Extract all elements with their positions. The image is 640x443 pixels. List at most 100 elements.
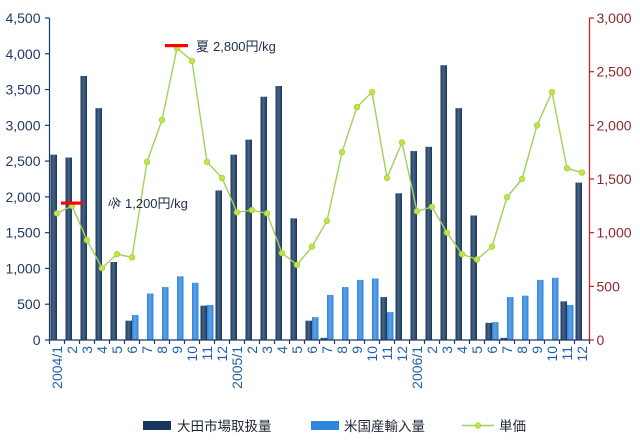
us-import-bar-9: [177, 276, 184, 340]
unit-price-point-4: [98, 264, 106, 272]
ota-volume-bar-5: [110, 262, 117, 340]
x-axis-tick-label-7: 7: [139, 346, 155, 354]
left-axis-tick-label-2: 1,000: [5, 260, 40, 276]
ota-volume-bar-25: [410, 151, 417, 340]
us-import-bar-11: [207, 304, 214, 340]
unit-price-point-36: [578, 169, 586, 176]
ota-volume-bar-6: [125, 320, 132, 340]
legend-item-us-import: 米国産輸入量: [311, 419, 425, 434]
x-axis-tick-label-3: 3: [79, 346, 95, 354]
unit-price-point-24: [398, 139, 406, 146]
x-axis-tick-label-25: 2006/1: [409, 346, 425, 389]
x-axis-tick-label-21: 9: [349, 346, 365, 354]
legend-label-unit-price: 単価: [499, 419, 526, 434]
ota-volume-bar-14: [245, 139, 252, 340]
left-axis-tick-label-6: 3,000: [5, 117, 40, 133]
x-axis-tick-label-29: 5: [469, 346, 485, 354]
unit-price-point-22: [368, 88, 376, 96]
unit-price-point-35: [563, 165, 571, 172]
x-axis-tick-label-8: 8: [154, 346, 170, 354]
us-import-bar-35: [567, 304, 574, 340]
unit-price-point-20: [338, 148, 346, 156]
summer-price-label: 2,800円/kg: [213, 39, 276, 54]
unit-price-point-11: [203, 158, 211, 166]
us-import-bar-30: [492, 322, 499, 340]
us-import-bar-31: [507, 297, 514, 340]
unit-price-point-29: [473, 256, 481, 263]
x-axis-tick-label-1: 2004/1: [49, 346, 65, 389]
right-axis-tick-label-0: 0: [597, 332, 605, 348]
ota-volume-bar-3: [80, 75, 87, 341]
x-axis-tick-label-22: 10: [364, 346, 380, 362]
x-axis-tick-label-2: 2: [64, 346, 80, 354]
x-axis-tick-label-12: 12: [214, 346, 230, 362]
x-axis-labels: 2004/1 2 3 4 5 6 7 8 9 10 11 12 2005/1 2 3 4 5 6 7 8 9 10 11 12…: [49, 346, 590, 389]
x-axis-tick-label-24: 12: [394, 346, 410, 362]
unit-price-line: [56, 47, 583, 269]
us-import-bar-23: [387, 312, 394, 340]
winter-price-annotation: 冬 1,200円/kg: [61, 196, 188, 211]
unit-price-point-32: [518, 175, 526, 183]
winter-season-label: 冬: [107, 196, 122, 209]
ota-volume-bar-26: [425, 146, 432, 340]
us-import-bar-8: [162, 287, 169, 340]
x-axis-tick-label-26: 2: [424, 346, 440, 354]
ota-volume-bar-11: [200, 305, 207, 340]
us-import-bar-10: [192, 282, 199, 340]
unit-price-point-5: [113, 250, 121, 258]
x-axis-tick-label-30: 6: [484, 346, 500, 354]
x-axis-tick-label-17: 5: [289, 346, 305, 354]
us-import-bar-19: [327, 294, 334, 340]
x-axis-tick-label-33: 9: [529, 346, 545, 354]
x-axis-tick-label-34: 10: [544, 346, 560, 362]
x-axis-tick-label-36: 12: [574, 346, 590, 362]
x-axis-tick-label-19: 7: [319, 346, 335, 354]
x-axis-tick-label-10: 10: [184, 346, 200, 362]
left-axis-tick-label-3: 1,500: [5, 225, 40, 241]
ota-volume-bar-23: [380, 297, 387, 340]
us-import-bar-34: [552, 277, 559, 340]
ota-volume-bar-36: [575, 182, 582, 340]
ota-volume-bar-15: [260, 96, 267, 341]
x-axis-tick-label-27: 3: [439, 346, 455, 354]
left-axis-labels: 0 500 1,000 1,500 2,000 2,500 3,000 3,500 4,000 4…: [5, 10, 40, 348]
unit-price-point-27: [443, 229, 451, 236]
us-import-bar-32: [522, 295, 529, 340]
legend-swatch-ota-volume: [143, 421, 171, 430]
unit-price-point-23: [383, 174, 391, 182]
x-axis-tick-label-14: 2: [244, 346, 260, 354]
unit-price-point-16: [278, 249, 286, 257]
ota-volume-bar-17: [290, 218, 297, 340]
unit-price-point-7: [143, 158, 151, 166]
unit-price-point-30: [488, 243, 496, 250]
x-axis-tick-label-11: 11: [199, 346, 215, 361]
unit-price-line-layer: [53, 44, 586, 272]
x-axis-tick-label-23: 11: [379, 346, 395, 361]
x-axis-tick-label-18: 6: [304, 346, 320, 354]
legend: 大田市場取扱量 米国産輸入量 単価: [143, 418, 526, 434]
us-import-bar-33: [537, 279, 544, 340]
summer-season-label: 夏: [196, 39, 209, 54]
left-axis-tick-label-4: 2,000: [5, 189, 40, 205]
legend-label-ota-volume: 大田市場取扱量: [177, 418, 272, 434]
summer-price-annotation: 夏 2,800円/kg: [165, 39, 276, 54]
us-import-bar-18: [312, 317, 319, 340]
unit-price-point-6: [128, 254, 136, 261]
ota-volume-bar-12: [215, 190, 222, 340]
left-axis-tick-label-0: 0: [33, 332, 41, 348]
x-axis-tick-label-35: 11: [559, 346, 575, 361]
x-axis-tick-label-15: 3: [259, 346, 275, 354]
unit-price-point-26: [428, 203, 436, 211]
right-axis-tick-label-2: 1,000: [597, 225, 632, 241]
unit-price-point-14: [248, 206, 256, 214]
x-axis-tick-label-9: 9: [169, 346, 185, 354]
legend-item-unit-price: 単価: [462, 419, 526, 434]
left-axis-tick-label-9: 4,500: [5, 10, 40, 26]
us-import-bar-20: [342, 287, 349, 340]
legend-marker-unit-price: [474, 422, 482, 429]
unit-price-point-34: [548, 88, 556, 96]
unit-price-point-17: [293, 261, 301, 269]
x-axis-tick-label-28: 4: [454, 346, 470, 354]
legend-item-ota-volume: 大田市場取扱量: [143, 418, 272, 434]
winter-marker-line: [61, 201, 83, 205]
